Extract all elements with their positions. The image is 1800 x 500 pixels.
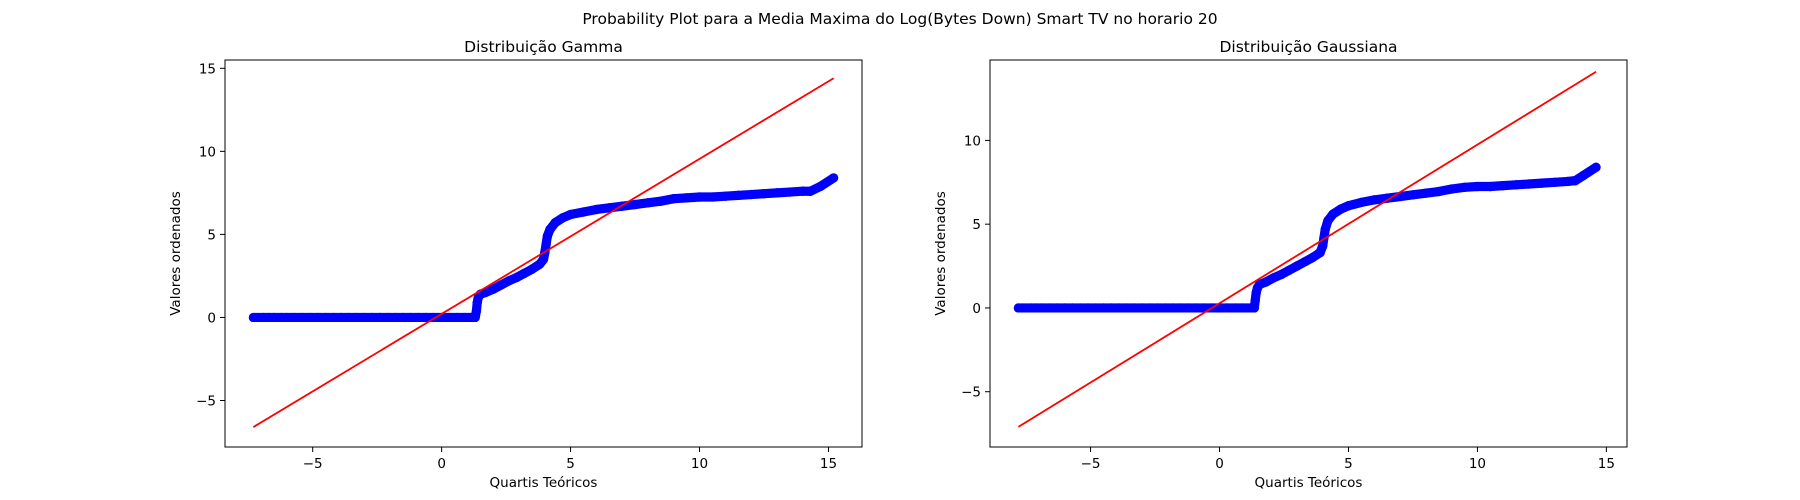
y-tick-label: 0 [972, 301, 981, 317]
subplot-gaussiana: Distribuição Gaussiana −5 0 5 10 15 −5 0 5 10 Quar… [933, 38, 1628, 491]
subplot-title: Distribuição Gaussiana [1219, 38, 1397, 56]
y-tick-label: 0 [207, 310, 216, 326]
data-layer [248, 77, 839, 428]
x-tick-label: 10 [1469, 456, 1486, 472]
y-tick-label: 5 [207, 227, 216, 243]
y-tick-label: −5 [196, 393, 216, 409]
x-axis-label: Quartis Teóricos [1255, 475, 1363, 491]
x-tick-label: 10 [691, 456, 708, 472]
y-axis-label: Valores ordenados [168, 191, 184, 316]
y-tick-label: −5 [961, 385, 981, 401]
y-tick-label: 5 [972, 217, 981, 233]
data-layer [1013, 70, 1601, 428]
x-tick-label: 5 [566, 456, 575, 472]
fit-line [252, 77, 835, 428]
y-tick-label: 10 [964, 133, 981, 149]
fit-line [1017, 70, 1597, 428]
y-axis-label: Valores ordenados [933, 191, 949, 316]
x-tick-label: 0 [437, 456, 446, 472]
data-point-band [1578, 162, 1601, 181]
x-tick-label: 5 [1344, 456, 1353, 472]
x-tick-label: 0 [1215, 456, 1224, 472]
subplot-title: Distribuição Gamma [464, 38, 623, 56]
data-point-band [816, 173, 839, 191]
y-tick-label: 10 [199, 144, 216, 160]
axes-frame [989, 59, 1628, 448]
x-tick-label: 15 [820, 456, 837, 472]
subplot-gamma: Distribuição Gamma −5 0 5 10 15 −5 0 5 10 15 Quarti… [168, 38, 863, 491]
x-tick-label: 15 [1598, 456, 1615, 472]
y-tick-label: 15 [199, 61, 216, 77]
x-axis-label: Quartis Teóricos [490, 475, 598, 491]
figure-suptitle: Probability Plot para a Media Maxima do … [582, 10, 1217, 28]
axes-frame [224, 59, 863, 448]
x-tick-label: −5 [1081, 456, 1101, 472]
x-tick-label: −5 [303, 456, 323, 472]
